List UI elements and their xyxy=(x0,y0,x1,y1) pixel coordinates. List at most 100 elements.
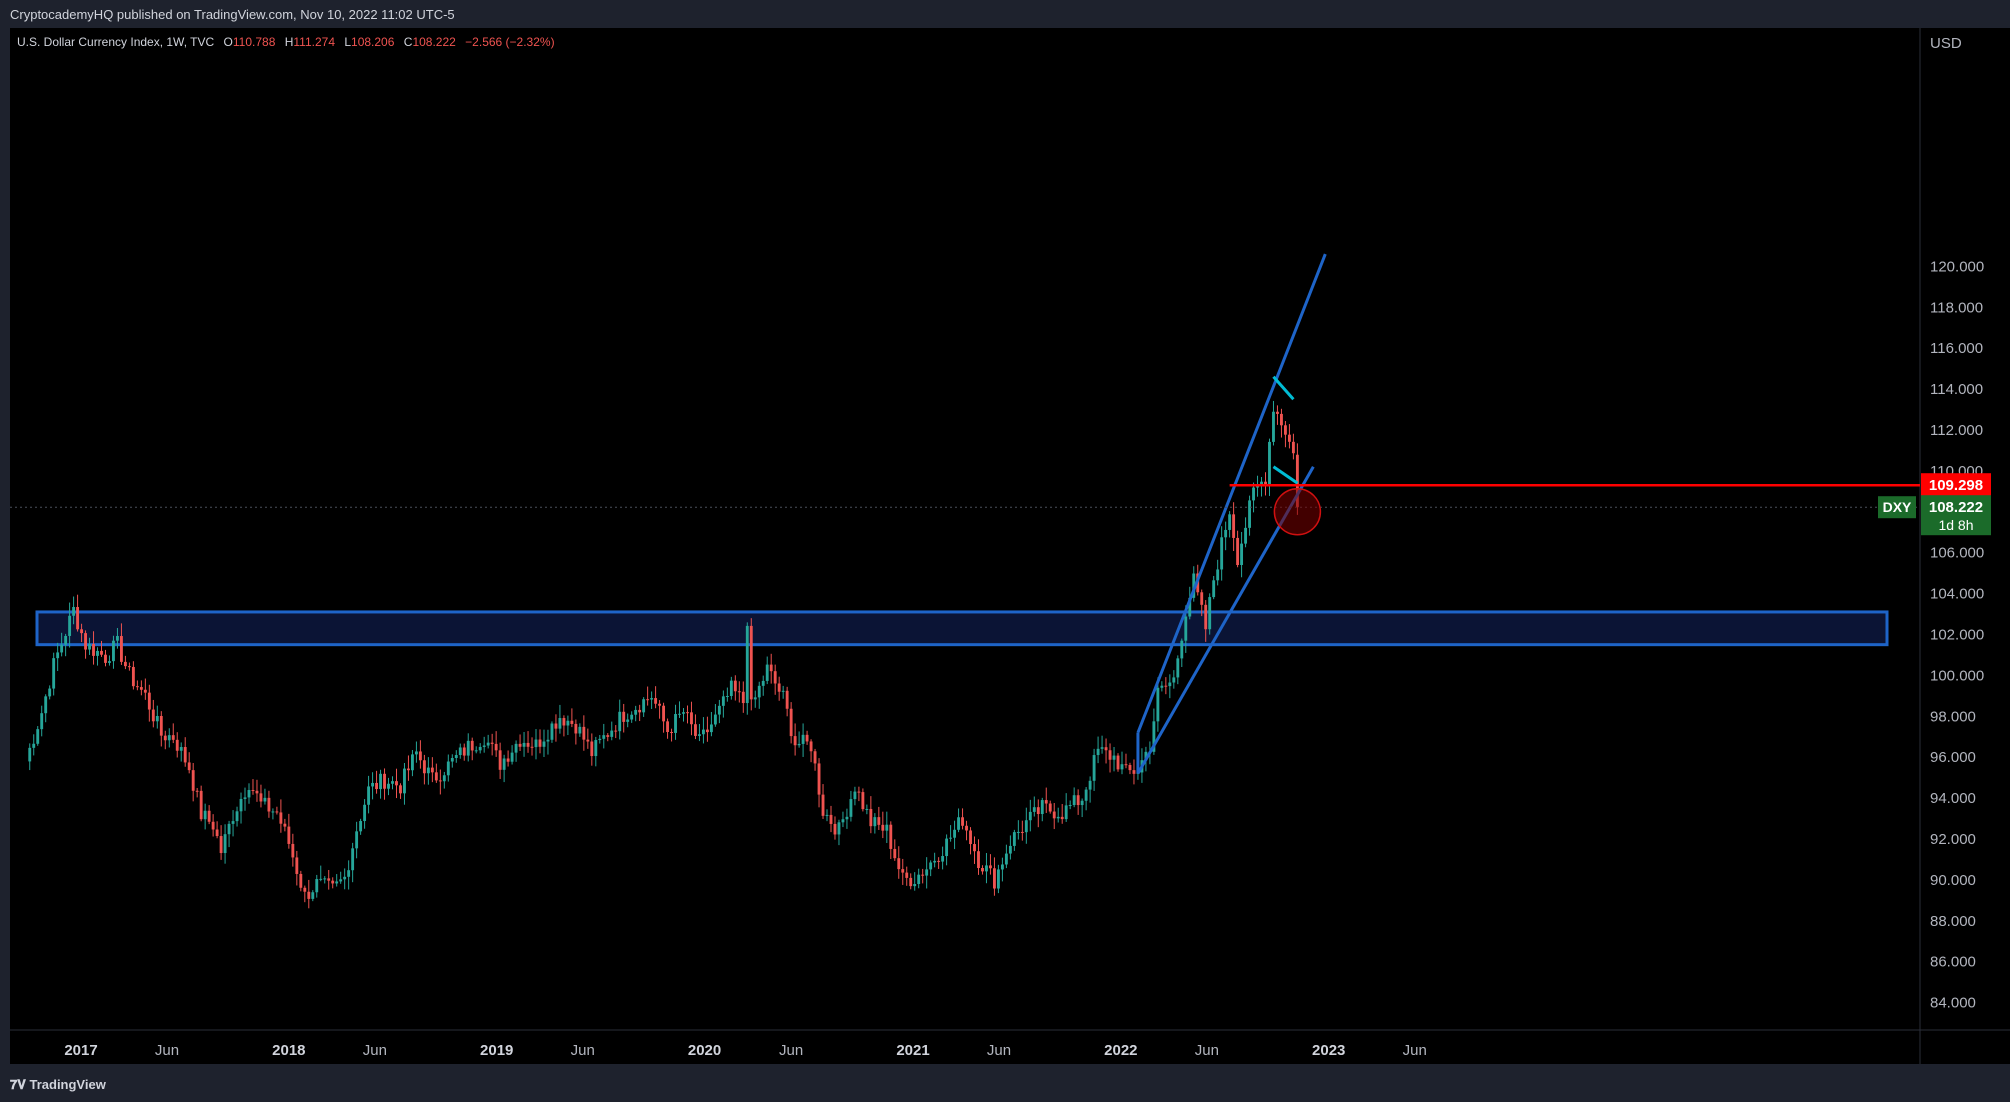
publisher-text: CryptocademyHQ published on TradingView.… xyxy=(10,7,455,22)
candle-body xyxy=(243,797,247,799)
candle-body xyxy=(1152,721,1156,752)
candle-body xyxy=(239,798,243,812)
candle-body xyxy=(167,735,171,741)
breakdown-highlight-circle[interactable] xyxy=(1273,488,1322,536)
candle-body xyxy=(901,869,905,873)
candle-body xyxy=(100,650,103,655)
candle-body xyxy=(1028,811,1032,821)
candle-body xyxy=(1184,616,1188,641)
candle-body xyxy=(1276,411,1279,414)
last-price-tag: DXY 108.222 1d 8h xyxy=(1878,495,1991,536)
candle-body xyxy=(347,870,351,877)
candle-body xyxy=(813,751,817,764)
candle-body xyxy=(610,730,614,737)
candle-body xyxy=(733,680,737,692)
candle-body xyxy=(686,712,689,714)
candle-body xyxy=(749,625,753,700)
candle-body xyxy=(1272,411,1275,442)
candle-body xyxy=(650,698,654,700)
candle-body xyxy=(1000,864,1004,870)
candle-body xyxy=(666,721,669,733)
candle-body xyxy=(646,699,650,701)
candle-body xyxy=(1092,755,1096,781)
candle-body xyxy=(135,686,139,688)
candle-body xyxy=(1080,800,1084,806)
candle-body xyxy=(323,878,327,880)
candle-body xyxy=(1048,803,1052,812)
candle-body xyxy=(642,699,646,713)
candle-body xyxy=(789,708,793,737)
candle-body xyxy=(442,775,446,782)
candle-body xyxy=(319,878,323,880)
candle-body xyxy=(1280,413,1283,426)
candle-body xyxy=(351,848,355,871)
candle-body xyxy=(721,696,725,706)
candle-body xyxy=(562,718,566,726)
candle-body xyxy=(809,741,813,752)
candle-body xyxy=(251,790,255,792)
candle-body xyxy=(335,881,339,884)
candle-body xyxy=(1264,481,1267,486)
candle-body xyxy=(355,831,359,849)
candle-body xyxy=(989,865,992,869)
price-tick: 114.000 xyxy=(1930,381,1983,398)
candle-body xyxy=(745,625,749,704)
price-tick: 98.000 xyxy=(1930,708,1976,725)
candle-body xyxy=(753,697,757,700)
candle-body xyxy=(506,758,510,762)
candle-body xyxy=(407,768,410,771)
candle-body xyxy=(84,633,87,650)
candle-body xyxy=(1228,514,1232,530)
candle-body xyxy=(1060,816,1064,820)
candle-body xyxy=(821,794,825,816)
candle-body xyxy=(60,644,64,653)
candle-body xyxy=(985,865,988,872)
candle-body xyxy=(68,615,72,636)
plot-area[interactable] xyxy=(10,28,1920,1064)
candle-body xyxy=(614,730,618,732)
candle-body xyxy=(470,740,474,751)
candle-body xyxy=(961,817,964,826)
candle-body xyxy=(478,746,482,751)
candle-body xyxy=(873,817,877,827)
time-tick: Jun xyxy=(1195,1042,1219,1059)
channel-upper-line[interactable] xyxy=(1136,253,1327,734)
candle-body xyxy=(654,698,658,704)
candle-body xyxy=(765,664,769,681)
price-axis[interactable] xyxy=(1920,28,2010,1064)
candle-body xyxy=(143,689,147,693)
candle-body xyxy=(395,781,398,786)
candle-body xyxy=(829,814,833,824)
candle-body xyxy=(414,751,418,755)
candle-body xyxy=(446,761,450,776)
candle-body xyxy=(1020,831,1024,833)
flag-bottom-line[interactable] xyxy=(1272,465,1299,485)
candle-body xyxy=(490,742,494,744)
support-resistance-zone[interactable] xyxy=(35,610,1889,647)
candle-body xyxy=(761,680,765,686)
time-tick: Jun xyxy=(779,1042,803,1059)
candle-body xyxy=(48,688,52,697)
price-tick: 100.000 xyxy=(1930,667,1984,684)
candle-body xyxy=(857,791,861,793)
candle-body xyxy=(307,891,311,899)
flag-top-line[interactable] xyxy=(1272,375,1295,401)
candle-body xyxy=(1104,747,1108,751)
candle-body xyxy=(1260,481,1263,486)
legend-low: 108.206 xyxy=(351,35,395,49)
candle-body xyxy=(861,792,865,810)
candle-body xyxy=(1016,831,1020,833)
candle-body xyxy=(1052,811,1056,819)
dxy-weekly-chart[interactable]: U.S. Dollar Currency Index, 1W, TVC O110… xyxy=(0,0,2010,1070)
candle-body xyxy=(195,790,199,792)
candle-body xyxy=(865,808,869,810)
candle-body xyxy=(690,712,693,725)
legend-close: 108.222 xyxy=(412,35,456,49)
price-tick: 102.000 xyxy=(1930,626,1984,643)
candle-body xyxy=(717,705,721,715)
candle-body xyxy=(793,736,797,746)
price-tick: 120.000 xyxy=(1930,258,1984,275)
candle-body xyxy=(881,824,885,831)
candle-body xyxy=(1156,687,1160,722)
candle-body xyxy=(825,814,829,816)
